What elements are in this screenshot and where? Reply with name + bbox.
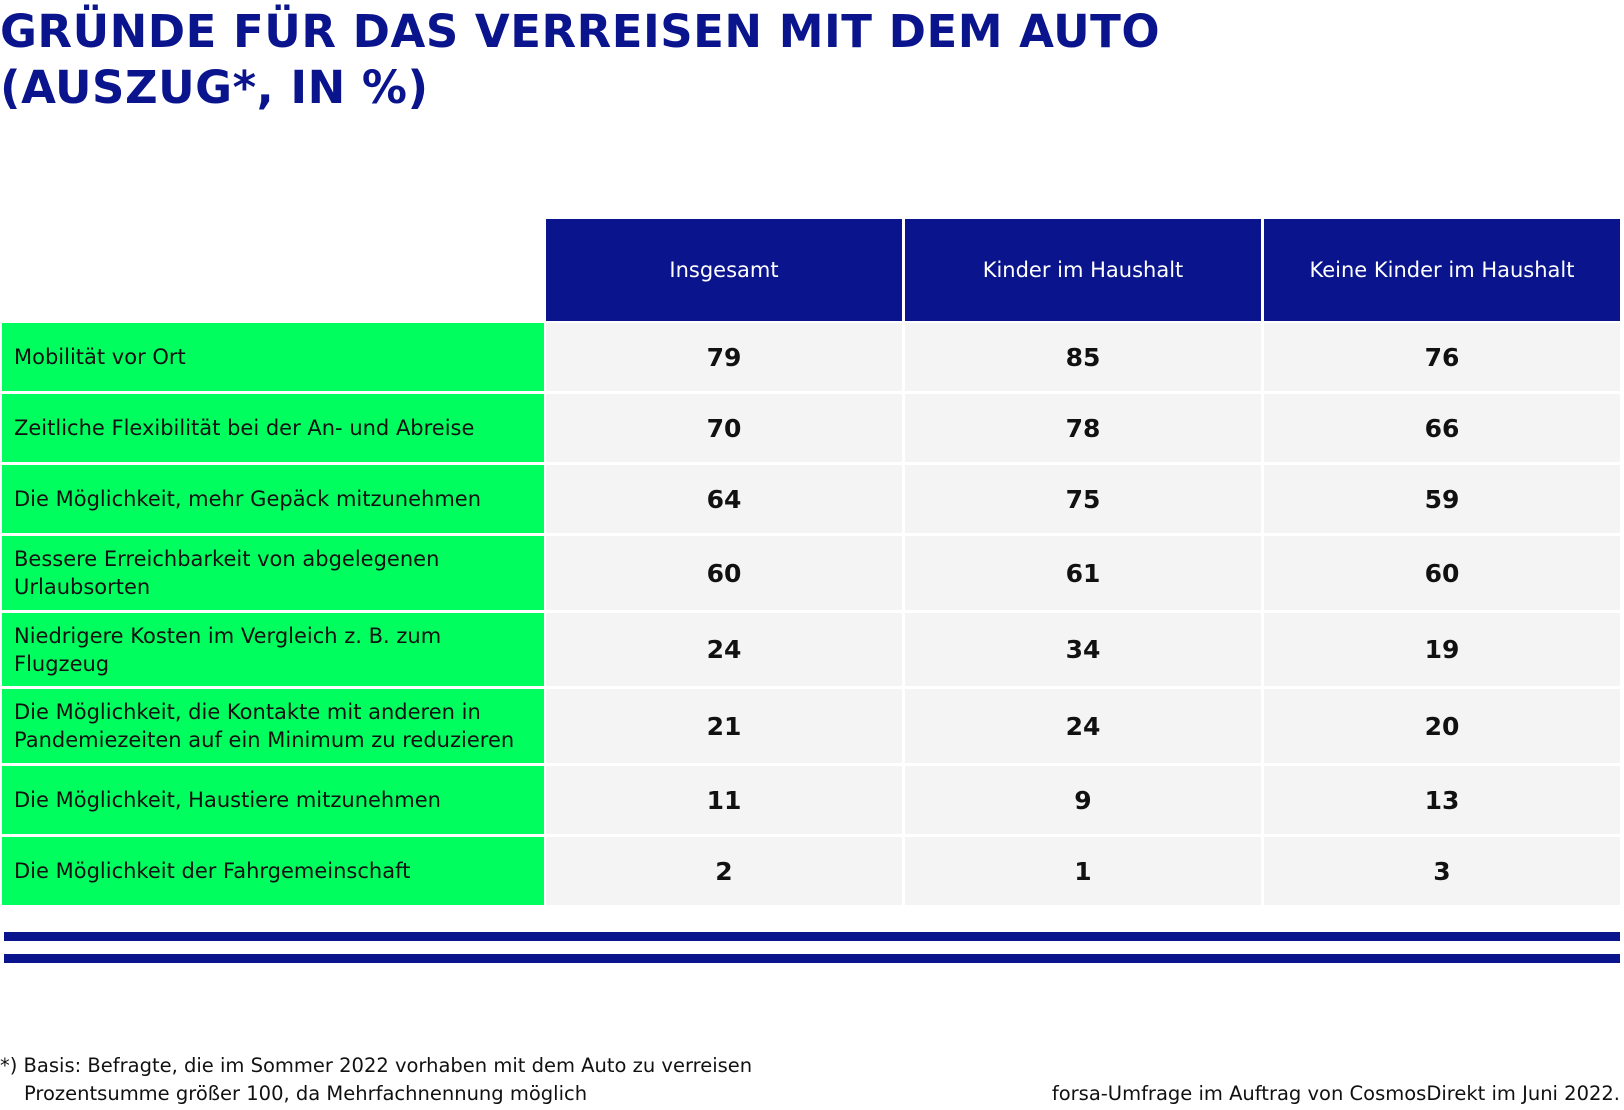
value-cell: 21 xyxy=(546,689,902,763)
value-cell: 3 xyxy=(1264,837,1620,905)
value-cell: 75 xyxy=(905,465,1261,533)
value-cell: 34 xyxy=(905,613,1261,686)
table-row: Mobilität vor Ort 79 85 76 xyxy=(0,323,1624,391)
value-cell: 70 xyxy=(546,394,902,462)
title-line-2: (AUSZUG*, IN %) xyxy=(0,61,429,114)
footnote-line-2: Prozentsumme größer 100, da Mehrfachnenn… xyxy=(24,1082,588,1105)
value-cell: 60 xyxy=(1264,536,1620,610)
table-row: Die Möglichkeit, Haustiere mitzunehmen 11… xyxy=(0,766,1624,834)
value-cell: 11 xyxy=(546,766,902,834)
table-header-row: Insgesamt Kinder im Haushalt Keine Kinder … xyxy=(0,219,1624,321)
table-row: Die Möglichkeit der Fahrgemeinschaft 2 1 3 xyxy=(0,837,1624,905)
row-label: Bessere Erreichbarkeit von abgelegenen U… xyxy=(2,536,544,610)
title-line-1: GRÜNDE FÜR DAS VERREISEN MIT DEM AUTO xyxy=(0,5,1161,58)
table-row: Die Möglichkeit, mehr Gepäck mitzunehmen… xyxy=(0,465,1624,533)
divider-line-top xyxy=(4,932,1620,941)
value-cell: 24 xyxy=(905,689,1261,763)
column-header-1: Insgesamt xyxy=(546,219,902,321)
table-row: Bessere Erreichbarkeit von abgelegenen U… xyxy=(0,536,1624,610)
value-cell: 66 xyxy=(1264,394,1620,462)
footnote: *) Basis: Befragte, die im Sommer 2022 v… xyxy=(0,1052,900,1108)
column-header-2: Kinder im Haushalt xyxy=(905,219,1261,321)
value-cell: 85 xyxy=(905,323,1261,391)
value-cell: 79 xyxy=(546,323,902,391)
value-cell: 13 xyxy=(1264,766,1620,834)
page-title: GRÜNDE FÜR DAS VERREISEN MIT DEM AUTO (A… xyxy=(0,4,1200,116)
row-label: Die Möglichkeit, mehr Gepäck mitzunehmen xyxy=(2,465,544,533)
row-label: Die Möglichkeit der Fahrgemeinschaft xyxy=(2,837,544,905)
value-cell: 78 xyxy=(905,394,1261,462)
value-cell: 19 xyxy=(1264,613,1620,686)
row-label: Die Möglichkeit, die Kontakte mit andere… xyxy=(2,689,544,763)
row-label: Zeitliche Flexibilität bei der An- und A… xyxy=(2,394,544,462)
row-label: Mobilität vor Ort xyxy=(2,323,544,391)
table-row: Die Möglichkeit, die Kontakte mit andere… xyxy=(0,689,1624,763)
divider-line-bottom xyxy=(4,954,1620,963)
column-header-3: Keine Kinder im Haushalt xyxy=(1264,219,1620,321)
row-label: Die Möglichkeit, Haustiere mitzunehmen xyxy=(2,766,544,834)
value-cell: 9 xyxy=(905,766,1261,834)
value-cell: 1 xyxy=(905,837,1261,905)
row-label: Niedrigere Kosten im Vergleich z. B. zum… xyxy=(2,613,544,686)
table-row: Niedrigere Kosten im Vergleich z. B. zum… xyxy=(0,613,1624,686)
value-cell: 2 xyxy=(546,837,902,905)
value-cell: 64 xyxy=(546,465,902,533)
value-cell: 24 xyxy=(546,613,902,686)
table-row: Zeitliche Flexibilität bei der An- und A… xyxy=(0,394,1624,462)
source-note: forsa-Umfrage im Auftrag von CosmosDirek… xyxy=(1051,1082,1620,1105)
value-cell: 20 xyxy=(1264,689,1620,763)
value-cell: 61 xyxy=(905,536,1261,610)
value-cell: 59 xyxy=(1264,465,1620,533)
value-cell: 60 xyxy=(546,536,902,610)
footnote-line-1: *) Basis: Befragte, die im Sommer 2022 v… xyxy=(0,1054,753,1077)
value-cell: 76 xyxy=(1264,323,1620,391)
